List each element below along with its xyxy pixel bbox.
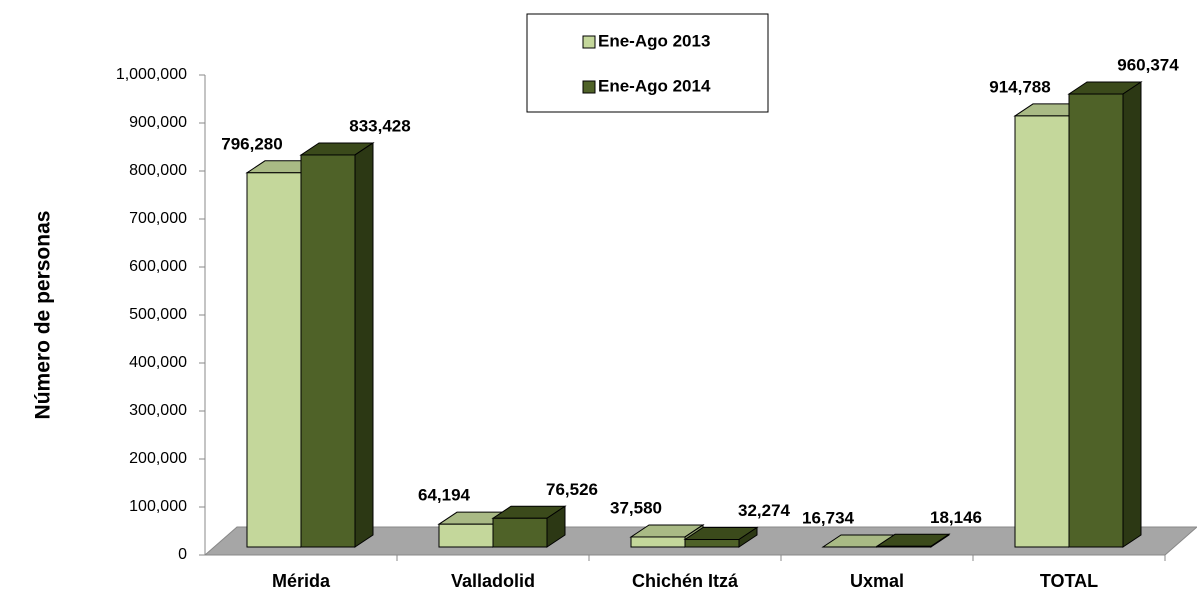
x-tick-label: Uxmal [850, 571, 904, 591]
y-tick-label: 800,000 [129, 162, 187, 179]
value-label: 76,526 [546, 480, 598, 499]
y-tick-label: 300,000 [129, 402, 187, 419]
y-tick-label: 0 [178, 546, 187, 563]
y-tick-label: 900,000 [129, 114, 187, 131]
value-label: 796,280 [221, 134, 282, 153]
legend-label: Ene-Ago 2013 [598, 31, 710, 50]
y-tick-label: 400,000 [129, 354, 187, 371]
bar [1068, 93, 1124, 548]
value-label: 32,274 [738, 501, 791, 520]
value-label: 64,194 [418, 486, 471, 505]
legend-swatch [582, 80, 596, 94]
bar-side [1122, 81, 1142, 548]
x-tick-label: Valladolid [451, 571, 535, 591]
bar [630, 536, 686, 548]
legend-swatch [582, 35, 596, 49]
value-label: 18,146 [930, 508, 982, 527]
y-tick-label: 100,000 [129, 498, 187, 515]
x-tick-label: Chichén Itzá [632, 571, 739, 591]
bar [300, 154, 356, 548]
legend-label: Ene-Ago 2014 [598, 76, 711, 95]
bar [876, 545, 932, 548]
y-tick-label: 700,000 [129, 210, 187, 227]
bar [246, 172, 302, 548]
y-tick-label: 500,000 [129, 306, 187, 323]
bar [684, 539, 740, 548]
value-label: 833,428 [349, 116, 410, 135]
y-tick-label: 600,000 [129, 258, 187, 275]
bar [492, 517, 548, 548]
x-tick-label: TOTAL [1040, 571, 1098, 591]
value-label: 16,734 [802, 508, 855, 527]
x-tick-label: Mérida [272, 571, 331, 591]
value-label: 914,788 [989, 77, 1050, 96]
bar [1014, 115, 1070, 548]
legend-box [526, 13, 769, 113]
bar [438, 523, 494, 548]
y-tick-label: 1,000,000 [116, 66, 187, 83]
value-label: 960,374 [1117, 56, 1179, 75]
y-axis-label: Número de personas [32, 211, 55, 420]
y-tick-label: 200,000 [129, 450, 187, 467]
value-label: 37,580 [610, 498, 662, 517]
bar-side [354, 142, 374, 548]
